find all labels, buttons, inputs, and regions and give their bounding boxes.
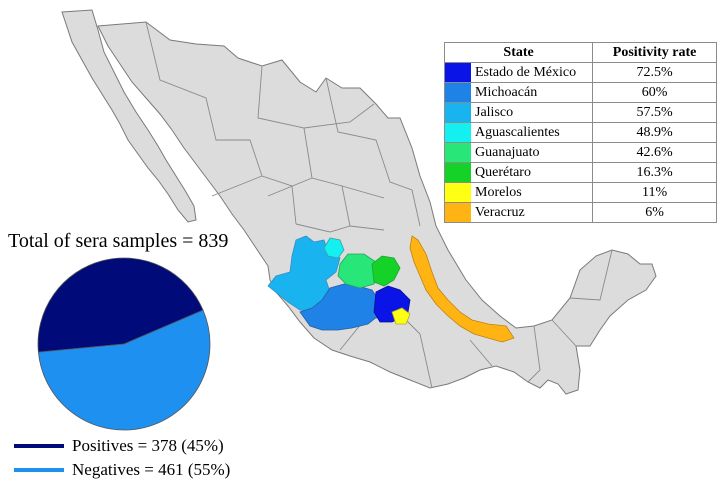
legend-state-name: Morelos [475, 185, 522, 200]
state-veracruz [409, 235, 515, 343]
legend-swatch [445, 163, 471, 182]
sera-pie-chart [37, 257, 211, 431]
state-morelos [391, 307, 411, 325]
legend-swatch [445, 203, 471, 222]
mainland-mexico [97, 21, 657, 395]
legend-rate: 60% [592, 82, 717, 103]
legend-state-name: Querétaro [475, 165, 531, 180]
legend-swatch [445, 63, 471, 82]
pie-legend-negatives: Negatives = 461 (55%) [14, 460, 230, 480]
legend-swatch [445, 123, 471, 142]
negatives-legend-label: Negatives = 461 (55%) [72, 460, 231, 479]
positives-legend-line [14, 444, 64, 448]
positivity-legend-table: State Positivity rate Estado de México 7… [443, 42, 717, 223]
legend-rate: 72.5% [592, 62, 717, 83]
legend-rate: 6% [592, 202, 717, 223]
legend-state-name: Estado de México [475, 65, 577, 80]
legend-swatch [445, 183, 471, 202]
pie-legend-positives: Positives = 378 (45%) [14, 436, 224, 456]
legend-rate: 11% [592, 182, 717, 203]
positives-legend-label: Positives = 378 (45%) [72, 436, 224, 455]
legend-row: Estado de México 72.5% [443, 62, 717, 83]
legend-swatch [445, 143, 471, 162]
legend-row: Veracruz 6% [443, 202, 717, 223]
pie-slice-positives [37, 257, 204, 353]
pie-title: Total of sera samples = 839 [8, 230, 229, 252]
legend-row: Guanajuato 42.6% [443, 142, 717, 163]
legend-rate: 48.9% [592, 122, 717, 143]
legend-state-name: Guanajuato [475, 145, 540, 160]
negatives-legend-line [14, 468, 64, 472]
legend-row: Michoacán 60% [443, 82, 717, 103]
state-aguascalientes [323, 237, 345, 259]
legend-swatch [445, 103, 471, 122]
legend-swatch [445, 83, 471, 102]
legend-row: Jalisco 57.5% [443, 102, 717, 123]
state-queretaro [371, 255, 401, 287]
baja-california-peninsula [61, 9, 197, 223]
legend-header-rate: Positivity rate [592, 42, 717, 63]
pie-slice-negatives [37, 309, 211, 431]
legend-row: Querétaro 16.3% [443, 162, 717, 183]
legend-header-row: State Positivity rate [443, 42, 717, 63]
legend-header-state: State [443, 42, 594, 63]
legend-row: Aguascalientes 48.9% [443, 122, 717, 143]
legend-rate: 57.5% [592, 102, 717, 123]
legend-state-name: Jalisco [475, 105, 514, 120]
legend-rate: 42.6% [592, 142, 717, 163]
legend-state-name: Michoacán [475, 85, 538, 100]
legend-rate: 16.3% [592, 162, 717, 183]
legend-state-name: Veracruz [475, 205, 525, 220]
legend-row: Morelos 11% [443, 182, 717, 203]
legend-state-name: Aguascalientes [475, 125, 560, 140]
